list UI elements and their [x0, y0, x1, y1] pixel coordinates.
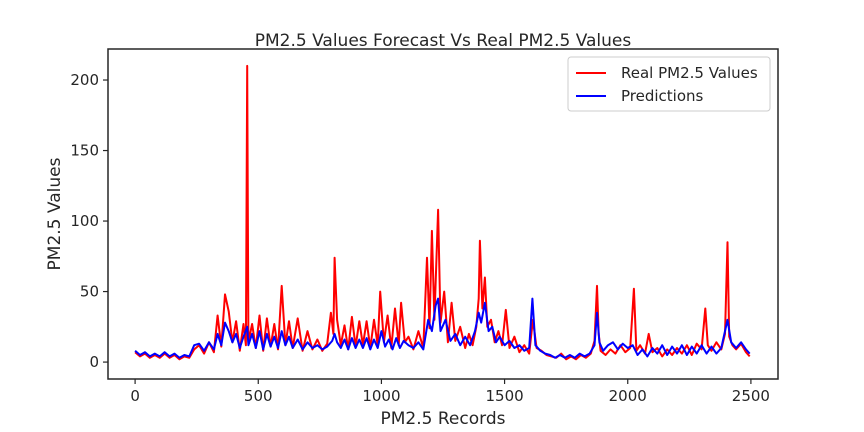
chart-title: PM2.5 Values Forecast Vs Real PM2.5 Valu…: [255, 31, 632, 51]
series-line-0: [134, 64, 751, 361]
legend-label: Predictions: [621, 87, 704, 105]
y-axis-label: PM2.5 Values: [45, 157, 65, 270]
y-tick-label: 200: [70, 71, 99, 89]
y-tick-label: 100: [70, 212, 99, 230]
series-line-1: [134, 297, 751, 359]
y-tick-label: 150: [70, 142, 99, 160]
legend: Real PM2.5 Values Predictions: [567, 56, 771, 112]
y-tick-label: 50: [80, 283, 99, 301]
x-tick-label: 2000: [609, 387, 647, 405]
x-tick-label: 2500: [732, 387, 770, 405]
x-tick-label: 1500: [485, 387, 523, 405]
x-tick-label: 500: [244, 387, 273, 405]
legend-box: [567, 56, 771, 112]
x-tick-label: 0: [130, 387, 140, 405]
series-layer: [134, 64, 751, 361]
x-axis-label: PM2.5 Records: [381, 409, 506, 429]
y-tick-label: 0: [89, 353, 99, 371]
y-axis: 0 50 100 150 200: [70, 71, 108, 371]
plot-frame: [107, 48, 779, 380]
x-axis: 0 500 1000 1500 2000 2500: [130, 379, 770, 405]
legend-label: Real PM2.5 Values: [621, 64, 758, 82]
x-tick-label: 1000: [362, 387, 400, 405]
